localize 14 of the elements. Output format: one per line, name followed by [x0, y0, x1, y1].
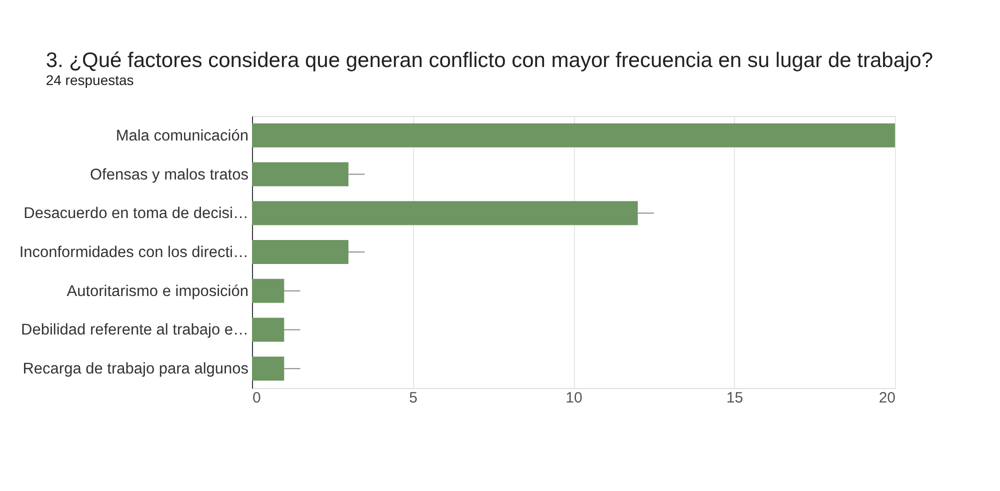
y-tick-label: Autoritarismo e imposición [66, 282, 248, 300]
x-tick-label: 15 [726, 390, 744, 406]
y-tick-label: Ofensas y malos tratos [90, 166, 249, 184]
y-tick-label: Mala comunicación [116, 127, 248, 144]
y-tick-label: Desacuerdo en toma de decisi… [24, 205, 248, 222]
y-tick-label: Recarga de trabajo para algunos [22, 360, 249, 378]
y-tick-label: Debilidad referente al trabajo e… [21, 322, 248, 339]
x-tick-label: 5 [409, 390, 418, 406]
y-tick-label: Inconformidades con los directi… [19, 244, 248, 261]
chart-title: 3. ¿Qué factores considera que generan conflicto con mayor frecuencia en su lugar de trabajo? [46, 49, 934, 72]
x-tick-label: 0 [252, 390, 261, 406]
x-tick-label: 20 [878, 390, 896, 406]
text: 24 respuestas [46, 72, 134, 88]
x-tick-label: 10 [566, 390, 582, 406]
